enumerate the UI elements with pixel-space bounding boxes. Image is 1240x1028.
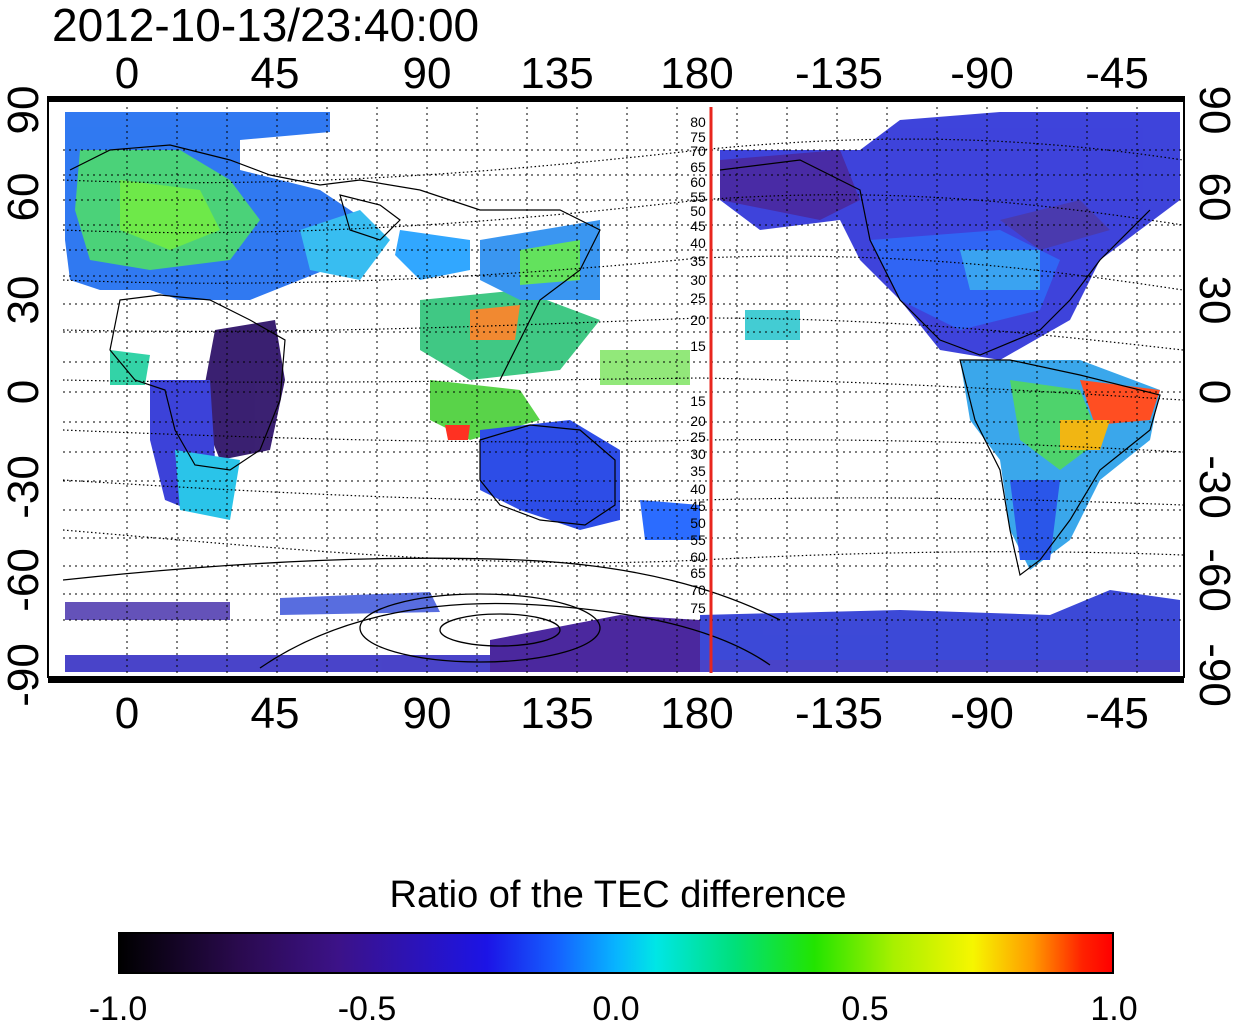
bottom-lon-label: 0 [115,689,139,738]
top-lon-label: 0 [115,49,139,98]
top-lon-label: 45 [251,49,300,98]
contour-label: 75 [690,600,706,616]
contour-label: 40 [690,481,706,497]
contour-label: 35 [690,253,706,269]
colorbar [118,932,1114,974]
contour-label: 75 [690,129,706,145]
graticule-grid [63,107,1183,673]
colorbar-title: Ratio of the TEC difference [389,874,847,916]
top-lon-label: 90 [403,49,452,98]
contour-label: 70 [690,582,706,598]
top-lon-label: 180 [660,49,733,98]
contour-label: 65 [690,159,706,175]
bottom-lon-label: 135 [520,689,593,738]
colorbar-tick-label: 1.0 [1090,990,1138,1028]
left-lat-label: -90 [0,643,48,707]
right-lat-label: -30 [1190,455,1239,519]
plot-title: 2012-10-13/23:40:00 [52,0,480,51]
top-lon-label: -135 [795,49,883,98]
contour-label: 45 [690,498,706,514]
bottom-lon-label: -135 [795,689,883,738]
top-lon-label: 135 [520,49,593,98]
contour-label: 25 [690,429,706,445]
contour-label: 40 [690,235,706,251]
colorbar-tick-label: -1.0 [88,990,148,1028]
left-lat-label: 60 [0,173,48,222]
contour-label: 80 [690,114,706,130]
right-lat-label: 0 [1190,380,1239,404]
top-longitude-axis: 0 45 90 135 180 -135 -90 -45 [115,49,1149,98]
contour-label: 50 [690,515,706,531]
south-pole-contours [63,557,781,669]
left-latitude-axis: 90 60 30 0 -30 -60 -90 [0,86,48,707]
contour-label: 60 [690,549,706,565]
left-lat-label: 30 [0,276,48,325]
coastlines [69,144,1161,577]
contour-label: 50 [690,203,706,219]
top-lon-label: -90 [950,49,1014,98]
bottom-longitude-axis: 0 45 90 135 180 -135 -90 -45 [115,689,1149,738]
right-lat-label: 90 [1190,86,1239,135]
tec-data-layer [65,112,1180,672]
contour-label: 55 [690,189,706,205]
right-latitude-axis: 90 60 30 0 -30 -60 -90 [1190,86,1239,707]
contour-label: 65 [690,565,706,581]
bottom-lon-label: -90 [950,689,1014,738]
left-lat-label: -60 [0,548,48,612]
left-lat-label: 0 [0,380,48,404]
contour-label: 30 [690,446,706,462]
right-lat-label: 30 [1190,276,1239,325]
contour-label: 45 [690,218,706,234]
colorbar-tick-label: -0.5 [337,990,397,1028]
contour-label: 15 [690,338,706,354]
colorbar-tick-label: 0.0 [592,990,640,1028]
right-lat-label: -60 [1190,548,1239,612]
top-lon-label: -45 [1085,49,1149,98]
contour-label: 15 [690,393,706,409]
bottom-lon-label: 180 [660,689,733,738]
bottom-lon-label: -45 [1085,689,1149,738]
contour-label: 70 [690,143,706,159]
bottom-lon-label: 45 [251,689,300,738]
contour-label: 35 [690,463,706,479]
left-lat-label: -30 [0,455,48,519]
colorbar-tick-label: 0.5 [841,990,889,1028]
right-lat-label: 60 [1190,173,1239,222]
contour-label: 20 [690,312,706,328]
contour-label: 30 [690,272,706,288]
right-lat-label: -90 [1190,643,1239,707]
bottom-lon-label: 90 [403,689,452,738]
magnetic-latitude-contours [63,138,1183,564]
contour-label: 60 [690,174,706,190]
contour-label: 55 [690,532,706,548]
left-lat-label: 90 [0,86,48,135]
contour-label: 25 [690,290,706,306]
contour-label: 20 [690,413,706,429]
